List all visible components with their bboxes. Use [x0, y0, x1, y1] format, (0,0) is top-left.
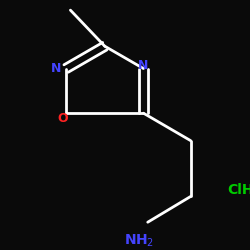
Text: N: N — [138, 58, 148, 71]
Text: N: N — [50, 62, 61, 75]
Text: O: O — [57, 112, 68, 125]
Text: ClH: ClH — [227, 182, 250, 196]
Text: NH$_2$: NH$_2$ — [124, 233, 154, 249]
